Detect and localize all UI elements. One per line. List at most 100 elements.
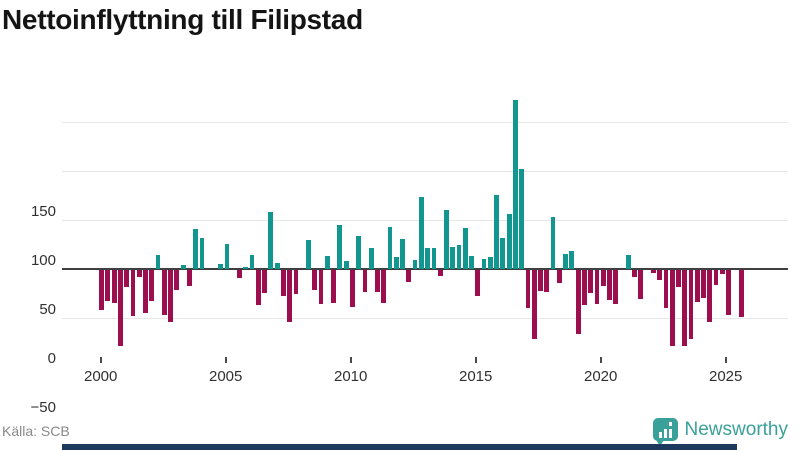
bar <box>694 270 700 303</box>
bar <box>475 270 481 297</box>
gridline-150 <box>62 121 788 123</box>
bar <box>281 270 286 297</box>
x-tick-mark <box>224 357 227 363</box>
bar <box>575 270 581 334</box>
bar <box>274 263 280 269</box>
bar <box>249 255 255 269</box>
bar <box>161 270 167 316</box>
bar <box>306 239 311 269</box>
bar <box>525 270 531 309</box>
bar <box>237 270 242 278</box>
bar <box>726 270 731 316</box>
bar <box>406 270 412 282</box>
bar <box>581 270 587 306</box>
bar <box>105 270 111 302</box>
bar <box>431 248 437 269</box>
newsworthy-logo-icon <box>652 417 678 446</box>
bar <box>218 264 224 269</box>
bar <box>337 224 343 269</box>
gridline-100 <box>62 170 788 172</box>
bar <box>324 256 330 269</box>
bar <box>657 270 663 280</box>
bar <box>331 270 336 304</box>
bar <box>481 259 487 269</box>
x-axis-label: 2025 <box>709 368 743 385</box>
gridline--50 <box>62 317 788 319</box>
x-tick-mark <box>474 357 477 363</box>
bar <box>713 270 719 285</box>
bar <box>594 270 600 305</box>
bar <box>224 243 230 269</box>
bar <box>155 255 161 269</box>
bar <box>531 270 537 339</box>
bar <box>487 257 493 269</box>
bar <box>136 270 142 277</box>
bar <box>174 270 180 290</box>
bar <box>607 270 612 301</box>
bar <box>550 217 556 269</box>
bar <box>613 270 619 305</box>
y-axis-label: −50 <box>30 399 56 416</box>
y-axis-label: 0 <box>47 350 56 367</box>
bar <box>569 251 575 269</box>
bar <box>588 270 594 293</box>
x-axis-label: 2000 <box>84 368 118 385</box>
bar <box>437 270 443 276</box>
bar <box>513 100 518 269</box>
bar <box>701 270 706 299</box>
bar <box>632 270 637 277</box>
footer-accent-bar <box>62 444 737 450</box>
bar <box>563 254 568 269</box>
chart-area: 150 100 50 0 −50 2000 2005 2010 2015 2020 2025 <box>0 90 800 416</box>
bar <box>650 270 656 273</box>
bar <box>412 260 418 269</box>
bar <box>707 270 713 322</box>
bar <box>243 267 249 269</box>
y-axis-label: 100 <box>30 252 56 269</box>
bar <box>356 235 362 269</box>
bar <box>456 245 462 269</box>
x-axis-label: 2020 <box>584 368 618 385</box>
x-tick-mark <box>99 357 102 363</box>
bar <box>387 226 393 269</box>
bar <box>312 270 318 290</box>
x-axis-label: 2015 <box>459 368 493 385</box>
x-tick-mark <box>724 357 727 363</box>
x-axis-label: 2005 <box>209 368 243 385</box>
bar <box>268 212 274 269</box>
bar <box>255 270 261 306</box>
x-axis-label: 2010 <box>334 368 368 385</box>
bar <box>625 255 631 269</box>
bar <box>381 270 387 304</box>
bar <box>719 270 725 274</box>
gridline-50 <box>62 219 788 221</box>
bar <box>738 270 744 318</box>
newsworthy-branding: Newsworthy <box>652 414 788 446</box>
bar <box>149 270 155 302</box>
x-tick-mark <box>599 357 602 363</box>
bar <box>180 265 186 269</box>
bar <box>556 270 562 283</box>
bar <box>118 270 123 347</box>
source-caption: Källa: SCB <box>2 423 70 439</box>
bar <box>368 248 374 269</box>
bar <box>99 270 104 311</box>
bar <box>393 257 399 269</box>
bar <box>538 270 543 291</box>
zero-axis-line <box>62 268 788 270</box>
bar <box>425 248 431 269</box>
bar <box>186 270 192 286</box>
bar <box>293 270 299 294</box>
bar <box>506 214 512 269</box>
bar <box>600 270 606 286</box>
newsworthy-wordmark: Newsworthy <box>684 419 788 440</box>
bar <box>130 270 136 317</box>
bar <box>362 270 368 292</box>
bar <box>111 270 117 304</box>
y-axis-label: 150 <box>30 203 56 220</box>
bar <box>519 169 525 269</box>
bar <box>418 197 424 269</box>
bar <box>444 210 449 269</box>
plot-area <box>62 90 788 390</box>
